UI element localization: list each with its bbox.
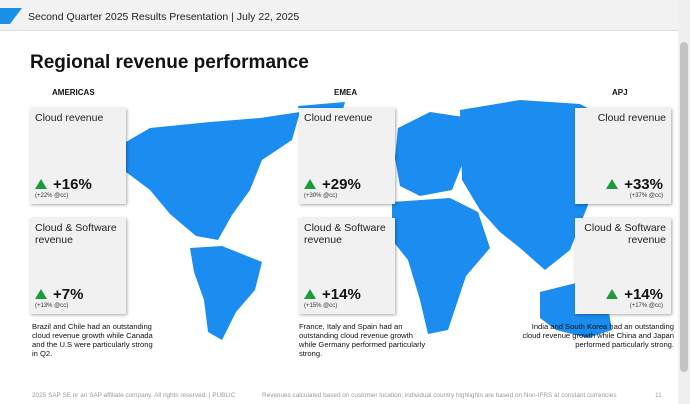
kpi-card: Cloud revenue +16% (+22% @cc)	[30, 108, 126, 204]
kpi-card: Cloud revenue +33% (+37% @cc)	[575, 108, 671, 204]
scrollbar[interactable]	[678, 0, 690, 404]
card-label: Cloud revenue	[35, 112, 104, 124]
kpi-card: Cloud & Software revenue +7% (+13% @cc)	[30, 218, 126, 314]
region-note: Brazil and Chile had an outstanding clou…	[32, 322, 153, 358]
region-name: AMERICAS	[52, 88, 95, 97]
growth-cc: (+15% @cc)	[304, 303, 338, 309]
card-label: Cloud revenue	[304, 112, 373, 124]
growth-value: +7%	[53, 286, 84, 303]
kpi-card: Cloud revenue +29% (+30% @cc)	[299, 108, 395, 204]
up-arrow	[35, 289, 47, 299]
growth: +7%	[35, 286, 83, 303]
growth-value: +29%	[322, 176, 361, 193]
header-bar	[0, 0, 678, 31]
growth-value: +14%	[322, 286, 361, 303]
growth-cc: (+22% @cc)	[35, 193, 69, 199]
growth: +14%	[606, 286, 663, 303]
region-name: EMEA	[334, 88, 358, 97]
page-number: 11	[655, 392, 662, 399]
card-label: Cloud revenue	[597, 112, 666, 124]
growth-value: +14%	[624, 286, 663, 303]
growth-cc: (+30% @cc)	[304, 193, 338, 199]
up-arrow	[304, 289, 316, 299]
up-arrow	[35, 179, 47, 189]
region-note: India and South Korea had an outstanding…	[522, 322, 674, 349]
up-arrow	[304, 179, 316, 189]
card-label: Cloud & Software revenue	[35, 222, 117, 246]
region-name: APJ	[612, 88, 628, 97]
footer-disclaimer: Revenues calculated based on customer lo…	[262, 392, 617, 399]
region-note: France, Italy and Spain had an outstandi…	[299, 322, 426, 358]
card-label: Cloud & Software revenue	[304, 222, 386, 246]
growth: +14%	[304, 286, 361, 303]
up-arrow	[606, 179, 619, 189]
card-label: Cloud & Software revenue	[584, 222, 666, 246]
growth-cc: (+17% @cc)	[629, 303, 663, 309]
growth: +16%	[35, 176, 92, 193]
header-title: Second Quarter 2025 Results Presentation…	[28, 11, 300, 23]
slide-title: Regional revenue performance	[30, 52, 309, 73]
kpi-card: Cloud & Software revenue +14% (+15% @cc)	[299, 218, 395, 314]
growth-value: +16%	[53, 176, 92, 193]
logo	[0, 8, 22, 24]
growth: +33%	[606, 176, 663, 193]
growth-cc: (+37% @cc)	[629, 193, 663, 199]
up-arrow	[606, 289, 619, 299]
footer-copyright: 2025 SAP SE or an SAP affiliate company.…	[32, 392, 236, 399]
growth: +29%	[304, 176, 361, 193]
kpi-card: Cloud & Software revenue +14% (+17% @cc)	[575, 218, 671, 314]
scrollbar-thumb[interactable]	[680, 42, 688, 372]
growth-value: +33%	[624, 176, 663, 193]
growth-cc: (+13% @cc)	[35, 303, 69, 309]
